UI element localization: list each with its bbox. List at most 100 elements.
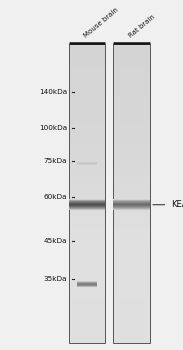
Bar bbox=[113, 137, 150, 141]
Bar bbox=[113, 257, 150, 261]
Bar bbox=[113, 208, 150, 212]
Bar bbox=[113, 202, 150, 203]
Bar bbox=[69, 219, 105, 223]
Bar bbox=[113, 321, 150, 324]
Bar bbox=[113, 201, 150, 205]
Bar bbox=[113, 207, 150, 208]
Bar bbox=[69, 302, 105, 306]
Bar bbox=[113, 227, 150, 231]
Bar bbox=[69, 265, 105, 268]
Bar bbox=[69, 261, 105, 265]
Bar bbox=[113, 77, 150, 81]
Bar bbox=[69, 204, 105, 205]
Bar bbox=[69, 250, 105, 253]
Text: 100kDa: 100kDa bbox=[39, 125, 67, 131]
Bar bbox=[69, 206, 105, 207]
Bar bbox=[69, 328, 105, 332]
Text: 35kDa: 35kDa bbox=[43, 276, 67, 282]
Bar bbox=[69, 287, 105, 290]
Bar bbox=[69, 207, 105, 208]
Bar bbox=[113, 104, 150, 107]
Bar bbox=[113, 250, 150, 253]
Bar bbox=[113, 96, 150, 100]
Bar bbox=[113, 276, 150, 279]
Bar bbox=[69, 145, 105, 148]
Bar bbox=[69, 70, 105, 74]
Bar bbox=[113, 115, 150, 119]
Bar bbox=[69, 160, 105, 163]
Bar bbox=[69, 193, 105, 197]
Bar bbox=[113, 55, 150, 59]
Bar bbox=[113, 205, 150, 208]
Bar bbox=[69, 100, 105, 104]
Bar bbox=[113, 209, 150, 210]
Bar bbox=[113, 89, 150, 92]
Bar bbox=[113, 62, 150, 66]
Bar bbox=[69, 96, 105, 100]
Bar bbox=[69, 66, 105, 70]
Bar bbox=[69, 186, 105, 190]
Bar bbox=[113, 204, 150, 205]
Bar bbox=[69, 89, 105, 92]
Bar bbox=[113, 148, 150, 152]
Bar bbox=[113, 134, 150, 137]
Bar bbox=[69, 77, 105, 81]
Text: Rat brain: Rat brain bbox=[128, 13, 156, 38]
Bar bbox=[69, 306, 105, 309]
Text: KEAP1: KEAP1 bbox=[171, 200, 183, 209]
Bar bbox=[113, 126, 150, 130]
Bar bbox=[69, 208, 105, 212]
Bar bbox=[69, 201, 105, 205]
Bar bbox=[69, 203, 105, 204]
Bar bbox=[69, 283, 105, 287]
Bar bbox=[113, 122, 150, 126]
Bar bbox=[113, 332, 150, 336]
Bar bbox=[69, 268, 105, 272]
Bar bbox=[113, 294, 150, 298]
Bar bbox=[69, 62, 105, 66]
Bar bbox=[113, 200, 150, 201]
Bar bbox=[69, 339, 105, 343]
Bar bbox=[113, 238, 150, 242]
Bar bbox=[69, 51, 105, 55]
Bar bbox=[113, 119, 150, 122]
Bar bbox=[69, 48, 105, 51]
Bar bbox=[113, 309, 150, 313]
Bar bbox=[113, 178, 150, 182]
Bar bbox=[69, 212, 105, 216]
Bar bbox=[69, 163, 105, 167]
Bar bbox=[113, 336, 150, 339]
Bar bbox=[69, 167, 105, 171]
Bar bbox=[69, 148, 105, 152]
Bar bbox=[69, 324, 105, 328]
Bar bbox=[69, 171, 105, 175]
Bar bbox=[69, 309, 105, 313]
Bar bbox=[113, 306, 150, 309]
Bar bbox=[113, 81, 150, 85]
Bar bbox=[69, 321, 105, 324]
Bar bbox=[69, 313, 105, 317]
Bar bbox=[113, 190, 150, 193]
Bar bbox=[69, 209, 105, 210]
Bar bbox=[69, 55, 105, 59]
Bar bbox=[69, 272, 105, 276]
Bar bbox=[113, 317, 150, 321]
Bar bbox=[113, 246, 150, 250]
Bar bbox=[113, 324, 150, 328]
Bar bbox=[69, 279, 105, 283]
Bar bbox=[113, 216, 150, 219]
Bar bbox=[69, 74, 105, 77]
Bar bbox=[113, 287, 150, 290]
Bar bbox=[69, 92, 105, 96]
Bar bbox=[113, 223, 150, 227]
Bar bbox=[113, 201, 150, 202]
Bar bbox=[69, 205, 105, 206]
Bar bbox=[113, 156, 150, 160]
Bar bbox=[113, 100, 150, 104]
Bar bbox=[113, 48, 150, 51]
Bar bbox=[113, 163, 150, 167]
Bar bbox=[113, 85, 150, 89]
Bar bbox=[113, 339, 150, 343]
Bar bbox=[113, 231, 150, 234]
Bar bbox=[113, 66, 150, 70]
